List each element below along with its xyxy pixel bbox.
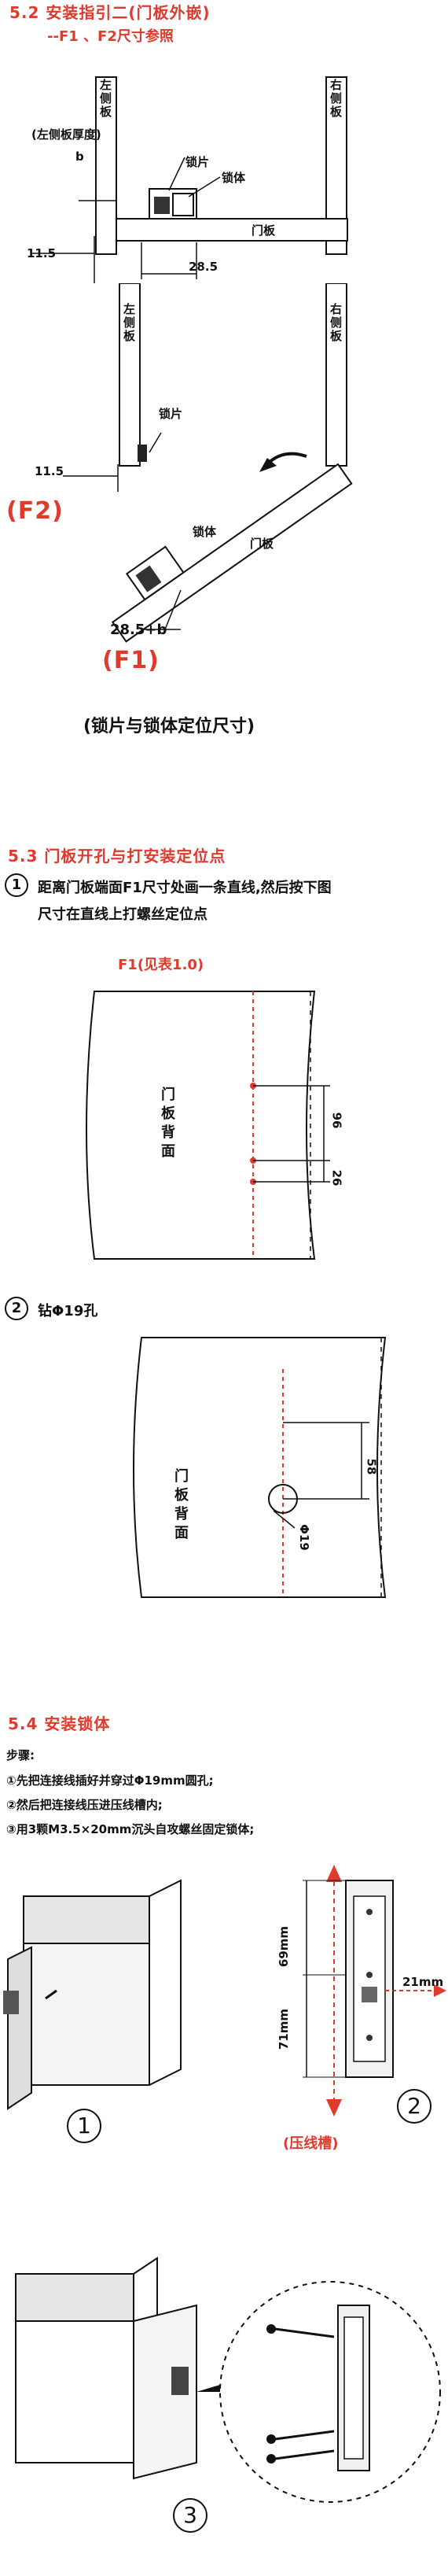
label-b: b	[75, 149, 84, 164]
step1-circle: 1	[5, 873, 28, 897]
label-lock-body-2: 锁体	[193, 525, 217, 539]
dim-phi19: Φ19	[296, 1524, 311, 1551]
label-left-thickness: (左侧板厚度)	[31, 127, 101, 142]
dim-28-5: 28.5	[189, 260, 218, 274]
dim-11-5-top: 11.5	[27, 246, 57, 260]
label-wire-groove: (压线槽)	[283, 2135, 339, 2152]
step2-text: 钻Φ19孔	[38, 1303, 98, 1319]
num-3-circle: 3	[173, 2498, 207, 2533]
num-2-circle: 2	[397, 2089, 431, 2124]
dim-11-5-f2: 11.5	[35, 464, 64, 478]
dim-21mm: 21mm	[402, 1975, 444, 1989]
diagram-door-drill-hole	[133, 1337, 387, 1598]
diagram-door-drill-points	[86, 991, 330, 1260]
section-5-3-title: 5.3 门板开孔与打安装定位点	[8, 847, 226, 865]
cabinet-illustration-3	[15, 2257, 441, 2503]
dim-96: 96	[329, 1112, 344, 1129]
door-back-label-1: 门板背面	[161, 1087, 175, 1160]
diagram-f1-f2	[63, 283, 353, 643]
diagram-f2-top	[31, 76, 348, 283]
label-door-2: 门板	[250, 537, 274, 551]
label-f1: (F1)	[102, 647, 160, 674]
label-lock-piece-2: 锁片	[159, 407, 183, 421]
label-lock-body: 锁体	[222, 171, 246, 185]
label-left-panel-2: 左侧板	[123, 302, 136, 343]
dim-58: 58	[364, 1458, 379, 1475]
caption-positioning: (锁片与锁体定位尺寸)	[83, 717, 255, 736]
dim-71mm: 71mm	[277, 2008, 292, 2050]
section-5-4-title: 5.4 安装锁体	[8, 1714, 111, 1733]
f1-note: F1(见表1.0)	[118, 957, 204, 973]
section-5-2-subtitle: --F1 、F2尺寸参照	[47, 28, 174, 45]
step1-line1: 距离门板端面F1尺寸处画一条直线,然后按下图	[38, 880, 332, 896]
dim-69mm: 69mm	[277, 1925, 292, 1968]
section-5-2-title: 5.2 安装指引二(门板外嵌)	[9, 3, 211, 22]
label-right-panel: 右侧板	[330, 78, 343, 119]
dim-28-5-b: 28.5+b	[110, 622, 167, 638]
step2-circle: 2	[5, 1297, 28, 1320]
door-back-label-2: 门板背面	[174, 1468, 189, 1541]
steps-label: 步骤:	[6, 1748, 35, 1762]
step1-line2: 尺寸在直线上打螺丝定位点	[38, 906, 207, 923]
cabinet-illustration-1	[3, 1879, 182, 2110]
step-3-text: ③用3颗M3.5×20mm沉头自攻螺丝固定锁体;	[6, 1822, 255, 1836]
lock-body-with-dimensions	[303, 1865, 446, 2117]
step-2-text: ②然后把连接线压进压线槽内;	[6, 1798, 163, 1812]
label-door: 门板	[252, 223, 276, 238]
dim-26: 26	[329, 1169, 344, 1187]
label-right-panel-2: 右侧板	[330, 302, 343, 343]
step-1-text: ①先把连接线插好并穿过Φ19mm圆孔;	[6, 1773, 214, 1788]
label-lock-piece: 锁片	[185, 155, 210, 169]
label-f2: (F2)	[6, 497, 64, 525]
num-1-circle: 1	[67, 2109, 101, 2143]
label-left-panel: 左侧板	[100, 78, 112, 119]
